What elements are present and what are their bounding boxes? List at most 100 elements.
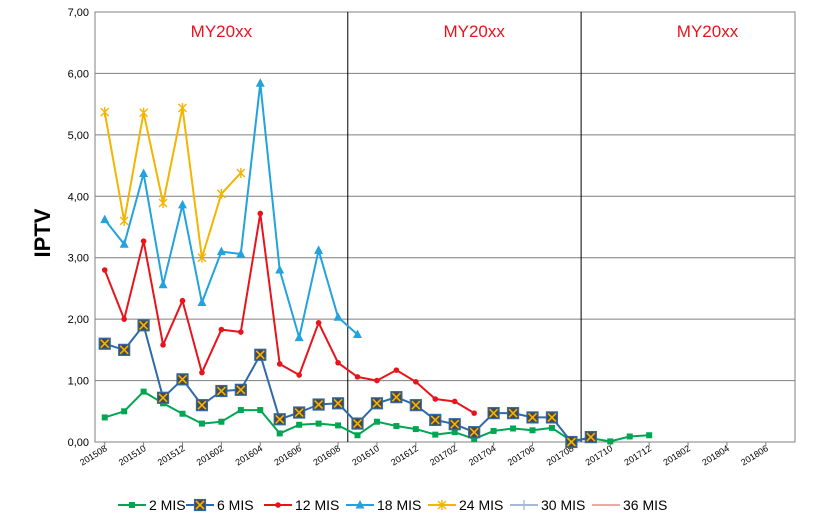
legend-item-18-mis: 18 MIS bbox=[346, 497, 421, 513]
data-point bbox=[198, 420, 205, 427]
y-tick-label: 7,00 bbox=[68, 7, 89, 19]
data-point bbox=[333, 312, 343, 321]
data-point bbox=[197, 252, 207, 263]
data-point bbox=[101, 267, 108, 273]
legend-marker bbox=[437, 500, 447, 510]
data-point bbox=[471, 410, 477, 416]
legend-item-30-mis: 30 MIS bbox=[510, 497, 585, 513]
data-point bbox=[216, 246, 226, 256]
x-tick-label: 201706 bbox=[506, 443, 537, 467]
y-tick-label: 3,00 bbox=[68, 253, 89, 265]
data-point bbox=[315, 420, 322, 427]
data-point bbox=[118, 343, 131, 356]
annotation-label: MY20xx bbox=[443, 22, 505, 41]
x-tick-label: 201612 bbox=[389, 443, 420, 467]
data-point bbox=[487, 407, 500, 420]
legend-item-12-mis: 12 MIS bbox=[264, 497, 339, 513]
data-point bbox=[607, 438, 614, 445]
data-point bbox=[121, 408, 128, 415]
data-point bbox=[545, 411, 559, 424]
data-point bbox=[176, 373, 189, 386]
data-point bbox=[646, 432, 653, 439]
data-point bbox=[432, 396, 439, 402]
y-tick-label: 4,00 bbox=[68, 191, 89, 203]
data-point bbox=[216, 188, 226, 199]
data-point bbox=[255, 78, 265, 87]
data-point bbox=[254, 348, 267, 361]
legend-marker bbox=[129, 502, 135, 508]
series-line-24-mis bbox=[103, 106, 242, 259]
x-tick-label: 201512 bbox=[156, 443, 187, 467]
x-tick-label: 201510 bbox=[117, 443, 148, 467]
x-tick-label: 201710 bbox=[584, 443, 615, 467]
x-tick-label: 201806 bbox=[739, 443, 770, 467]
data-point bbox=[315, 320, 322, 326]
x-tick-label: 201610 bbox=[350, 443, 381, 467]
legend-marker bbox=[193, 498, 207, 512]
data-point bbox=[195, 399, 209, 412]
data-point bbox=[448, 418, 461, 431]
data-point bbox=[158, 279, 168, 289]
data-point bbox=[506, 407, 520, 420]
data-point bbox=[529, 427, 536, 434]
data-point bbox=[451, 429, 458, 436]
series-12-mis bbox=[101, 210, 477, 416]
data-point bbox=[257, 407, 264, 414]
x-tick-label: 201606 bbox=[272, 443, 303, 467]
x-axis-ticks: 201508 201510 201512 201602 201604 201606 2016… bbox=[78, 442, 770, 468]
data-point bbox=[98, 337, 111, 350]
y-tick-label: 2,00 bbox=[68, 314, 89, 326]
data-point bbox=[275, 265, 285, 274]
x-tick-label: 201608 bbox=[311, 443, 342, 467]
data-point bbox=[158, 198, 168, 209]
data-point bbox=[471, 435, 478, 442]
data-point bbox=[199, 369, 205, 376]
x-tick-label: 201704 bbox=[467, 443, 498, 467]
data-point bbox=[238, 329, 244, 335]
data-point bbox=[413, 379, 419, 385]
data-point bbox=[100, 214, 110, 224]
legend-item-36-mis: 36 MIS bbox=[592, 497, 667, 513]
legend-label: 2 MIS bbox=[149, 497, 186, 513]
data-point bbox=[409, 399, 422, 412]
data-point bbox=[373, 418, 380, 425]
series-2-mis bbox=[101, 388, 653, 445]
grid bbox=[94, 11, 796, 443]
y-tick-label: 6,00 bbox=[68, 68, 89, 80]
legend-item-6-mis: 6 MIS bbox=[186, 497, 254, 513]
x-tick-label: 201802 bbox=[661, 443, 692, 467]
data-point bbox=[276, 361, 283, 367]
data-point bbox=[140, 388, 147, 395]
data-point bbox=[335, 422, 342, 429]
data-point bbox=[179, 297, 186, 304]
data-point bbox=[296, 421, 303, 428]
legend-item-24-mis: 24 MIS bbox=[428, 497, 503, 513]
data-point bbox=[331, 397, 345, 410]
legend: 2 MIS 6 MIS 12 MIS 18 MIS 24 MIS 30 MIS 36 MIS bbox=[118, 497, 667, 513]
data-point bbox=[156, 391, 170, 404]
data-point bbox=[178, 102, 187, 113]
data-point bbox=[510, 425, 517, 432]
data-point bbox=[139, 107, 149, 118]
plot-area-border bbox=[94, 11, 796, 443]
data-point bbox=[565, 435, 578, 449]
data-point bbox=[139, 168, 149, 178]
series-line-12-mis bbox=[103, 212, 475, 414]
legend-marker bbox=[519, 500, 529, 510]
data-point bbox=[197, 297, 207, 307]
data-point bbox=[293, 406, 306, 419]
x-tick-label: 201602 bbox=[195, 443, 226, 467]
data-point bbox=[335, 359, 341, 366]
data-point bbox=[412, 426, 419, 433]
data-point bbox=[234, 383, 247, 396]
annotations: MY20xx MY20xx MY20xx bbox=[191, 22, 739, 41]
data-point bbox=[215, 384, 228, 398]
data-point bbox=[236, 167, 246, 178]
data-point bbox=[218, 326, 225, 333]
x-tick-label: 201712 bbox=[622, 443, 653, 467]
legend-label: 36 MIS bbox=[623, 497, 667, 513]
data-point bbox=[273, 413, 286, 426]
data-point bbox=[137, 319, 150, 332]
data-point bbox=[374, 377, 380, 384]
